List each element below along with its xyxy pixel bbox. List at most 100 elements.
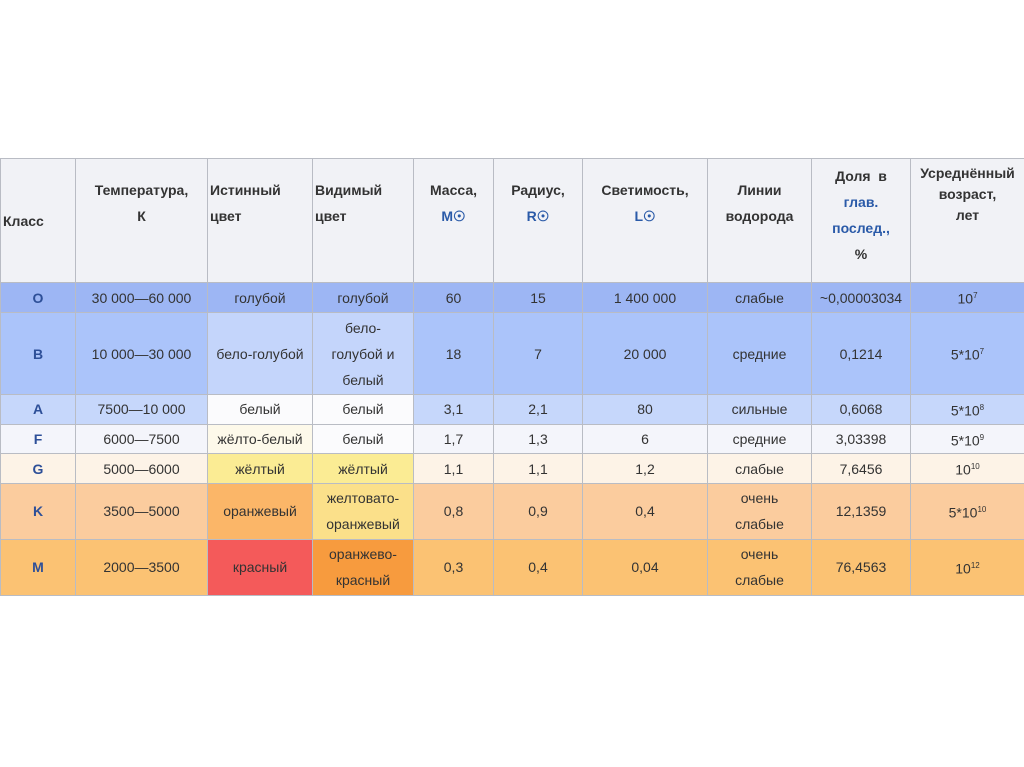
cell-hydrogen-lines: средние [707,423,812,455]
header-luminosity: Светимость, L☉ [582,158,708,283]
cell-mass: 60 [413,282,494,313]
header-label: Усреднённый [920,165,1015,181]
header-label: цвет [315,208,347,224]
header-label: лет [955,207,980,223]
cell-class: F [0,423,76,455]
header-row: Класс Температура, К Истинный цвет Видимый… [0,158,1024,283]
cell-main-sequence-share: ~0,00003034 [811,282,911,313]
header-average-age: Усреднённый возраст, лет [910,158,1024,283]
header-label: Класс [3,212,44,229]
cell-main-sequence-share: 0,1214 [811,312,911,395]
header-unit-link[interactable]: L☉ [634,208,656,224]
cell-temperature: 10 000—30 000 [75,312,208,395]
age-base: 5*10 [950,402,980,419]
cell-mass: 0,8 [413,482,494,540]
cell-mass: 0,3 [413,538,494,596]
table-row: K 3500—5000 оранжевый желтовато-оранжевый 0,… [0,482,1024,540]
cell-luminosity: 0,4 [582,482,708,540]
age-exponent: 10 [970,462,980,472]
cell-visible-color: оранжево-красный [312,538,414,596]
header-hydrogen-lines: Линии водорода [707,158,812,283]
cell-class: A [0,394,76,425]
table-row: M 2000—3500 красный оранжево-красный 0,3 0,4 0… [0,538,1024,596]
age-base: 10 [955,461,971,478]
header-label: Светимость, [601,182,689,198]
age-base: 10 [957,290,974,307]
cell-class: O [0,282,76,313]
header-unit-link[interactable]: R☉ [526,208,550,224]
header-label: Видимый [315,182,383,198]
header-link[interactable]: глав. [843,194,879,210]
cell-radius: 0,9 [493,482,583,540]
header-label: цвет [210,208,242,224]
cell-average-age: 1012 [910,538,1024,596]
cell-mass: 18 [413,312,494,395]
header-unit-link[interactable]: M☉ [441,208,466,224]
cell-class: G [0,453,76,484]
header-class: Класс [0,158,76,283]
cell-visible-color: белый [312,423,414,455]
cell-visible-color: жёлтый [312,453,414,484]
cell-radius: 0,4 [493,538,583,596]
age-exponent: 10 [977,505,987,515]
age-exponent: 12 [970,561,980,571]
cell-true-color: голубой [207,282,313,313]
cell-mass: 1,7 [413,423,494,455]
cell-average-age: 107 [910,282,1024,313]
table-row: F 6000—7500 жёлто-белый белый 1,7 1,3 6 средние… [0,423,1024,455]
age-base: 5*10 [950,432,980,449]
age-exponent: 7 [973,291,978,301]
cell-visible-color: желтовато-оранжевый [312,482,414,540]
header-label: возраст, [938,186,997,202]
cell-visible-color: белый [312,394,414,425]
cell-temperature: 5000—6000 [75,453,208,484]
spectral-class-table: Класс Температура, К Истинный цвет Видимый… [0,158,1024,596]
cell-main-sequence-share: 12,1359 [811,482,911,540]
cell-true-color: оранжевый [207,482,313,540]
table-body: O 30 000—60 000 голубой голубой 60 15 1 400 00… [0,282,1024,596]
header-temperature: Температура, К [75,158,208,283]
cell-temperature: 6000—7500 [75,423,208,455]
cell-mass: 1,1 [413,453,494,484]
cell-luminosity: 6 [582,423,708,455]
cell-hydrogen-lines: слабые [707,282,812,313]
header-label: водорода [725,208,794,224]
cell-luminosity: 0,04 [582,538,708,596]
cell-hydrogen-lines: очень слабые [707,538,812,596]
cell-radius: 15 [493,282,583,313]
cell-luminosity: 1 400 000 [582,282,708,313]
cell-main-sequence-share: 3,03398 [811,423,911,455]
age-exponent: 7 [979,347,985,357]
cell-radius: 7 [493,312,583,395]
table-row: G 5000—6000 жёлтый жёлтый 1,1 1,1 1,2 слабые 7,6… [0,453,1024,484]
cell-main-sequence-share: 7,6456 [811,453,911,484]
header-label: % [854,246,868,262]
header-link[interactable]: послед., [832,220,890,236]
cell-hydrogen-lines: сильные [707,394,812,425]
cell-luminosity: 20 000 [582,312,708,395]
header-label: Доля в [835,168,887,184]
cell-class: M [0,538,76,596]
cell-temperature: 7500—10 000 [75,394,208,425]
age-base: 10 [955,560,971,577]
cell-class: K [0,482,76,540]
header-label: Линии [737,182,782,198]
table-row: A 7500—10 000 белый белый 3,1 2,1 80 сильные 0,6… [0,394,1024,425]
cell-class: B [0,312,76,395]
cell-temperature: 2000—3500 [75,538,208,596]
cell-radius: 1,1 [493,453,583,484]
cell-visible-color: бело-голубой и белый [312,312,414,395]
cell-visible-color: голубой [312,282,414,313]
cell-average-age: 5*1010 [910,482,1024,540]
cell-hydrogen-lines: средние [707,312,812,395]
cell-hydrogen-lines: слабые [707,453,812,484]
cell-radius: 1,3 [493,423,583,455]
cell-true-color: бело-голубой [207,312,313,395]
cell-true-color: жёлто-белый [207,423,313,455]
cell-luminosity: 80 [582,394,708,425]
cell-temperature: 30 000—60 000 [75,282,208,313]
header-label: Радиус, [511,182,565,198]
cell-true-color: белый [207,394,313,425]
header-visible-color: Видимый цвет [312,158,414,283]
cell-luminosity: 1,2 [582,453,708,484]
